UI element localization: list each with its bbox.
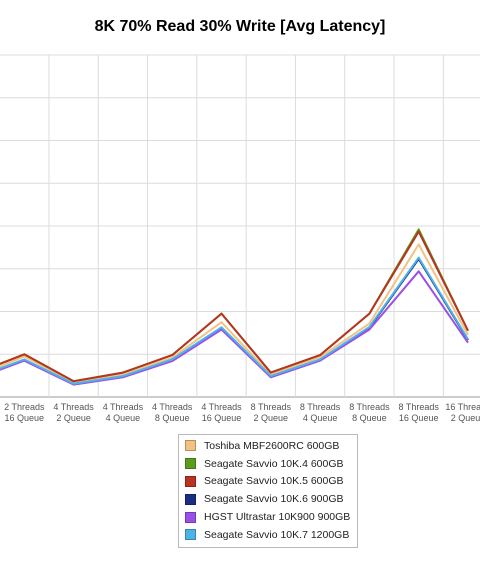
legend-item: Seagate Savvio 10K.7 1200GB bbox=[179, 526, 357, 544]
chart-title: 8K 70% Read 30% Write [Avg Latency] bbox=[94, 18, 386, 35]
x-tick-label: 4 Threads 4 Queue bbox=[103, 402, 144, 423]
x-tick-label: 2 Threads 16 Queue bbox=[4, 402, 45, 423]
series-line-3 bbox=[0, 230, 469, 383]
legend-label: Seagate Savvio 10K.4 600GB bbox=[204, 457, 344, 470]
legend-item: Toshiba MBF2600RC 600GB bbox=[179, 437, 357, 455]
chart-legend: Toshiba MBF2600RC 600GB Seagate Savvio 10… bbox=[178, 434, 358, 548]
x-tick-label: 8 Threads 2 Queue bbox=[251, 402, 292, 423]
x-tick-label: 8 Threads 8 Queue bbox=[349, 402, 390, 423]
legend-swatch bbox=[185, 458, 196, 470]
legend-swatch bbox=[185, 529, 196, 541]
x-tick-label: 8 Threads 4 Queue bbox=[300, 402, 341, 423]
legend-label: Seagate Savvio 10K.6 900GB bbox=[204, 493, 344, 506]
legend-label: Toshiba MBF2600RC 600GB bbox=[204, 439, 340, 452]
legend-item: Seagate Savvio 10K.4 600GB bbox=[179, 455, 357, 473]
x-tick-label: 4 Threads 2 Queue bbox=[53, 402, 94, 423]
legend-label: HGST Ultrastar 10K900 900GB bbox=[204, 511, 351, 524]
legend-swatch bbox=[185, 475, 196, 487]
x-tick-label: 4 Threads 16 Queue bbox=[201, 402, 242, 423]
legend-swatch bbox=[185, 493, 196, 505]
series-line-2 bbox=[0, 228, 469, 383]
legend-label: Seagate Savvio 10K.5 600GB bbox=[204, 475, 344, 488]
legend-item: HGST Ultrastar 10K900 900GB bbox=[179, 508, 357, 526]
legend-label: Seagate Savvio 10K.7 1200GB bbox=[204, 528, 350, 541]
series-line-1 bbox=[0, 243, 469, 384]
series-line-6 bbox=[0, 256, 469, 385]
legend-swatch bbox=[185, 511, 196, 523]
legend-swatch bbox=[185, 440, 196, 452]
legend-item: Seagate Savvio 10K.6 900GB bbox=[179, 490, 357, 508]
x-tick-label: 8 Threads 16 Queue bbox=[399, 402, 440, 423]
x-tick-label: 4 Threads 8 Queue bbox=[152, 402, 193, 423]
legend-item: Seagate Savvio 10K.5 600GB bbox=[179, 473, 357, 491]
